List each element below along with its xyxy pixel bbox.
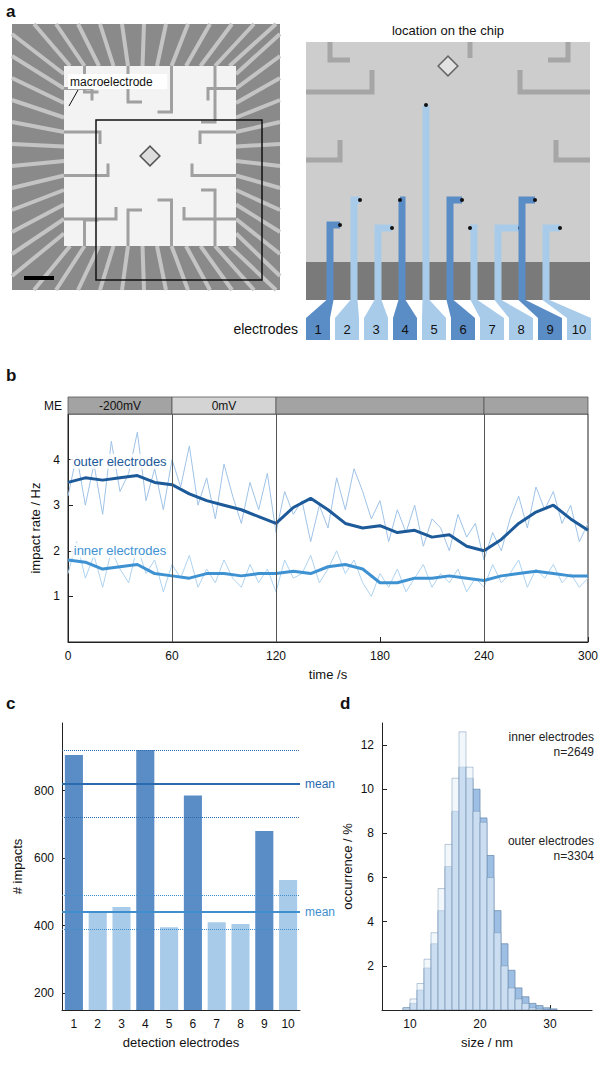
svg-text:7: 7	[488, 322, 495, 337]
svg-text:n=2649: n=2649	[554, 745, 595, 759]
svg-text:size / nm: size / nm	[461, 1035, 513, 1050]
svg-text:20: 20	[473, 1017, 487, 1031]
svg-text:8: 8	[367, 826, 374, 840]
svg-text:a: a	[6, 2, 16, 21]
svg-text:600: 600	[34, 851, 54, 865]
svg-text:6: 6	[459, 322, 466, 337]
svg-text:d: d	[340, 694, 350, 713]
svg-text:60: 60	[165, 649, 179, 663]
svg-text:9: 9	[261, 1017, 268, 1031]
svg-text:0: 0	[65, 649, 72, 663]
svg-text:location on the chip: location on the chip	[392, 23, 504, 38]
svg-text:12: 12	[361, 738, 375, 752]
svg-text:2: 2	[53, 544, 60, 558]
svg-text:0mV: 0mV	[212, 399, 237, 413]
svg-text:7: 7	[213, 1017, 220, 1031]
svg-text:9: 9	[546, 322, 553, 337]
svg-text:1: 1	[314, 322, 321, 337]
svg-text:macroelectrode: macroelectrode	[70, 75, 153, 89]
svg-text:mean: mean	[305, 777, 335, 791]
svg-text:detection electrodes: detection electrodes	[123, 1035, 240, 1050]
svg-text:5: 5	[166, 1017, 173, 1031]
svg-text:inner electrodes: inner electrodes	[74, 543, 167, 558]
svg-text:800: 800	[34, 784, 54, 798]
svg-text:10: 10	[572, 322, 586, 337]
svg-text:120: 120	[266, 649, 286, 663]
svg-text:200: 200	[34, 986, 54, 1000]
svg-text:1: 1	[53, 589, 60, 603]
svg-text:n=3304: n=3304	[554, 849, 595, 863]
svg-text:400: 400	[34, 919, 54, 933]
svg-text:8: 8	[517, 322, 524, 337]
svg-text:240: 240	[474, 649, 494, 663]
svg-text:b: b	[6, 366, 16, 385]
svg-text:3: 3	[118, 1017, 125, 1031]
svg-text:4: 4	[142, 1017, 149, 1031]
svg-text:6: 6	[190, 1017, 197, 1031]
svg-text:ME: ME	[44, 399, 62, 413]
svg-text:time /s: time /s	[309, 667, 348, 682]
svg-text:c: c	[6, 694, 15, 713]
svg-text:outer electrodes: outer electrodes	[73, 454, 167, 469]
svg-text:outer electrodes: outer electrodes	[508, 834, 594, 848]
svg-text:30: 30	[543, 1017, 557, 1031]
svg-text:electrodes: electrodes	[233, 321, 298, 337]
svg-text:inner electrodes: inner electrodes	[509, 730, 594, 744]
svg-text:2: 2	[367, 959, 374, 973]
svg-text:impact rate / Hz: impact rate / Hz	[28, 482, 43, 573]
svg-text:2: 2	[343, 322, 350, 337]
svg-text:mean: mean	[305, 905, 335, 919]
svg-text:4: 4	[401, 322, 408, 337]
svg-text:300: 300	[578, 649, 598, 663]
svg-text:10: 10	[281, 1017, 295, 1031]
svg-text:10: 10	[403, 1017, 417, 1031]
svg-text:2: 2	[94, 1017, 101, 1031]
svg-text:1: 1	[71, 1017, 78, 1031]
svg-text:# impacts: # impacts	[10, 838, 25, 894]
svg-text:3: 3	[372, 322, 379, 337]
svg-text:8: 8	[237, 1017, 244, 1031]
svg-text:10: 10	[361, 782, 375, 796]
svg-text:5: 5	[430, 322, 437, 337]
svg-text:4: 4	[53, 453, 60, 467]
svg-text:180: 180	[370, 649, 390, 663]
svg-text:6: 6	[367, 871, 374, 885]
svg-text:-200mV: -200mV	[99, 399, 141, 413]
svg-text:4: 4	[367, 915, 374, 929]
svg-text:occurrence / %: occurrence / %	[340, 823, 355, 910]
svg-text:3: 3	[53, 498, 60, 512]
